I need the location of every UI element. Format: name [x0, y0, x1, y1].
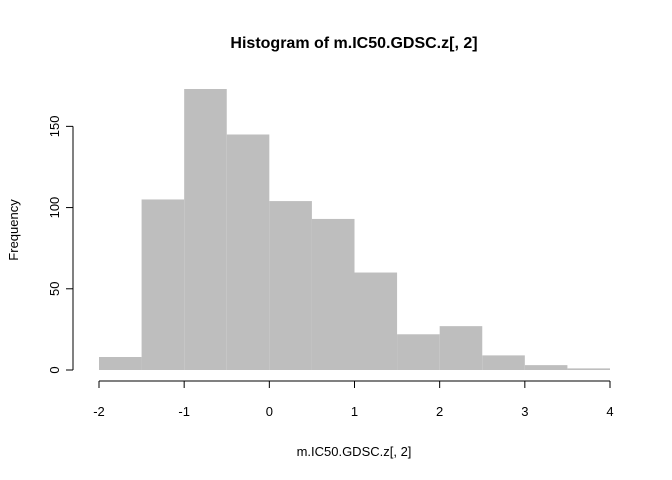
x-tick-label: 1	[351, 404, 358, 419]
x-tick-label: 4	[606, 404, 613, 419]
y-tick-label: 150	[47, 116, 62, 138]
x-tick-label: -2	[93, 404, 105, 419]
y-axis-label: Frequency	[6, 199, 21, 261]
x-tick-label: 0	[266, 404, 273, 419]
x-tick-label: 2	[436, 404, 443, 419]
histogram-bar	[184, 89, 227, 370]
y-tick-label: 0	[47, 366, 62, 373]
x-tick-label: 3	[521, 404, 528, 419]
x-tick-label: -1	[178, 404, 190, 419]
histogram-bar	[226, 134, 270, 370]
x-axis: -2 -1 0 1 2 3 4	[93, 380, 614, 419]
y-tick-label: 100	[47, 197, 62, 219]
histogram-bar	[354, 272, 398, 370]
y-tick-label: 50	[47, 282, 62, 296]
histogram-bar	[524, 365, 568, 370]
histogram-bar	[269, 201, 312, 370]
histogram-bar	[482, 355, 525, 370]
histogram-bar	[141, 199, 185, 370]
histogram-bar	[567, 368, 610, 370]
y-axis: 0 50 100 150	[47, 116, 74, 374]
histogram-bar	[397, 334, 440, 370]
bars-group	[99, 89, 610, 370]
histogram-bar	[99, 357, 142, 370]
histogram-bar	[439, 326, 483, 370]
chart-title: Histogram of m.IC50.GDSC.z[, 2]	[230, 35, 477, 52]
histogram-bar	[311, 218, 355, 370]
x-axis-label: m.IC50.GDSC.z[, 2]	[297, 444, 412, 459]
